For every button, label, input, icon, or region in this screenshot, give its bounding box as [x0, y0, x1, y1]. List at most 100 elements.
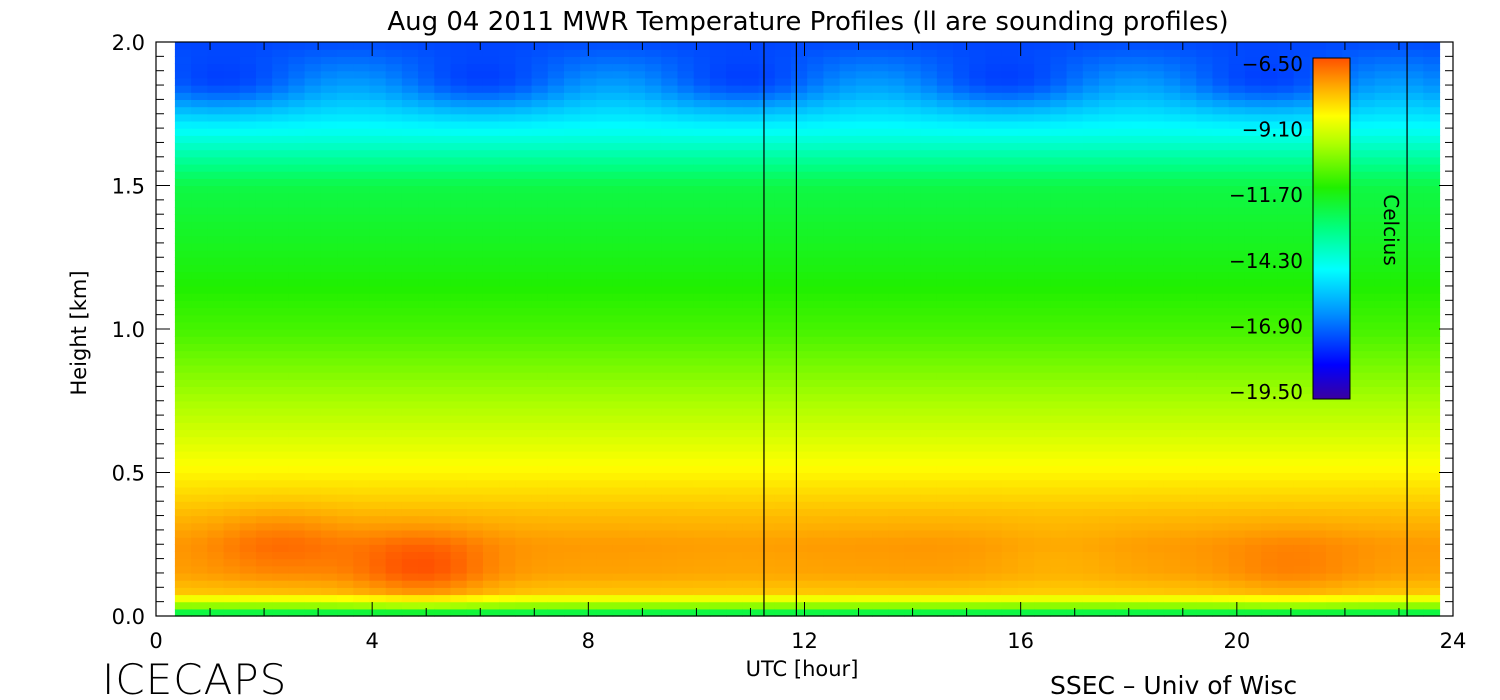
heatmap-cell [482, 293, 500, 301]
heatmap-cell [385, 178, 403, 187]
heatmap-cell [320, 565, 338, 574]
heatmap-cell [418, 278, 435, 287]
heatmap-cell [758, 293, 776, 301]
heatmap-cell [1163, 494, 1181, 502]
heatmap-cell [174, 156, 192, 165]
heatmap-cell [709, 357, 727, 366]
heatmap-cell [223, 221, 241, 230]
heatmap-cell [1099, 300, 1116, 309]
heatmap-cell [353, 386, 371, 395]
heatmap-cell [855, 142, 873, 151]
heatmap-cell [920, 120, 938, 129]
heatmap-cell [515, 407, 533, 416]
heatmap-cell [1034, 307, 1051, 316]
heatmap-cell [515, 106, 533, 115]
heatmap-cell [288, 92, 306, 100]
heatmap-cell [1066, 171, 1084, 179]
heatmap-cell [174, 278, 192, 287]
heatmap-cell [1050, 422, 1068, 431]
heatmap-cell [920, 63, 938, 72]
heatmap-cell [207, 185, 225, 194]
heatmap-cell [596, 92, 614, 100]
heatmap-cell [320, 135, 338, 144]
heatmap-cell [969, 250, 987, 258]
heatmap-cell [1082, 537, 1100, 545]
heatmap-cell [515, 400, 533, 409]
heatmap-cell [774, 515, 792, 524]
heatmap-cell [418, 551, 435, 560]
heatmap-cell [255, 551, 273, 560]
heatmap-cell [499, 343, 516, 352]
heatmap-cell [823, 142, 841, 151]
heatmap-cell [1050, 235, 1068, 244]
heatmap-cell [515, 63, 533, 72]
heatmap-cell [855, 494, 873, 502]
heatmap-cell [758, 199, 776, 208]
heatmap-cell [855, 479, 873, 488]
heatmap-cell [985, 250, 1003, 258]
heatmap-cell [726, 336, 743, 344]
heatmap-cell [207, 486, 225, 495]
heatmap-cell [1099, 42, 1116, 50]
heatmap-cell [969, 450, 987, 459]
heatmap-cell [661, 386, 679, 395]
heatmap-cell [191, 264, 208, 273]
heatmap-cell [547, 501, 565, 509]
heatmap-cell [855, 443, 873, 452]
heatmap-cell [596, 192, 614, 201]
heatmap-cell [758, 235, 776, 244]
heatmap-cell [482, 99, 500, 108]
heatmap-cell [790, 486, 808, 495]
heatmap-cell [288, 336, 306, 344]
heatmap-cell [1001, 207, 1019, 215]
heatmap-cell [482, 364, 500, 373]
heatmap-cell [482, 228, 500, 237]
heatmap-cell [1017, 422, 1035, 431]
heatmap-cell [661, 608, 679, 617]
heatmap-cell [255, 228, 273, 237]
heatmap-cell [790, 264, 808, 273]
heatmap-cell [953, 85, 970, 93]
heatmap-cell [1099, 185, 1116, 194]
heatmap-cell [904, 207, 922, 215]
heatmap-cell [936, 580, 954, 588]
heatmap-cell [418, 458, 435, 466]
heatmap-cell [936, 207, 954, 215]
heatmap-cell [920, 594, 938, 603]
heatmap-cell [726, 271, 743, 280]
heatmap-cell [191, 149, 208, 158]
heatmap-cell [499, 572, 516, 581]
heatmap-cell [369, 565, 387, 574]
heatmap-cell [920, 407, 938, 416]
heatmap-cell [499, 544, 516, 553]
heatmap-cell [790, 494, 808, 502]
heatmap-cell [645, 472, 662, 481]
heatmap-cell [758, 429, 776, 438]
heatmap-cell [564, 565, 581, 574]
heatmap-cell [353, 601, 371, 610]
heatmap-cell [645, 49, 662, 57]
heatmap-cell [288, 307, 306, 316]
heatmap-cell [1034, 594, 1051, 603]
heatmap-cell [174, 264, 192, 273]
heatmap-cell [1001, 537, 1019, 545]
heatmap-cell [531, 199, 549, 208]
heatmap-cell [709, 142, 727, 151]
heatmap-cell [434, 221, 452, 230]
heatmap-cell [1050, 558, 1068, 567]
heatmap-cell [1099, 508, 1116, 517]
heatmap-cell [337, 350, 354, 359]
heatmap-cell [482, 458, 500, 466]
heatmap-cell [872, 443, 889, 452]
heatmap-cell [953, 228, 970, 237]
heatmap-cell [223, 293, 241, 301]
heatmap-cell [1017, 149, 1035, 158]
heatmap-cell [888, 608, 906, 617]
heatmap-cell [337, 178, 354, 187]
heatmap-cell [645, 278, 662, 287]
heatmap-cell [790, 185, 808, 194]
heatmap-cell [1131, 587, 1149, 596]
heatmap-cell [1066, 529, 1084, 538]
heatmap-cell [888, 178, 906, 187]
heatmap-cell [385, 407, 403, 416]
